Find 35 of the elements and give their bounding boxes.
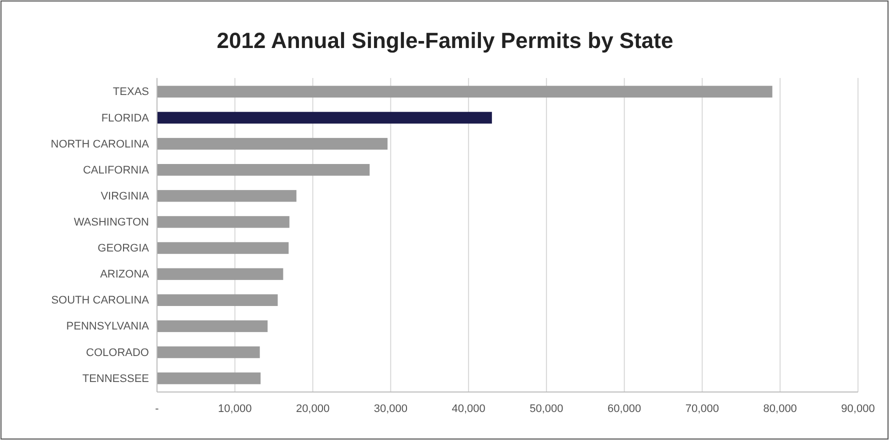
x-tick-label: 30,000 bbox=[374, 402, 408, 415]
y-tick-label: CALIFORNIA bbox=[82, 164, 150, 176]
y-tick-label: PENNSYLVANIA bbox=[66, 320, 150, 333]
x-tick-label: 10,000 bbox=[218, 402, 252, 415]
bar bbox=[157, 346, 260, 358]
y-tick-label: TEXAS bbox=[112, 86, 149, 98]
bar bbox=[157, 242, 289, 254]
y-tick-label: NORTH CAROLINA bbox=[50, 138, 150, 150]
x-tick-label: - bbox=[155, 402, 160, 415]
x-tick-label: 70,000 bbox=[685, 402, 720, 415]
x-tick-label: 80,000 bbox=[763, 402, 797, 415]
y-tick-label: COLORADO bbox=[86, 346, 150, 359]
bar bbox=[157, 294, 278, 306]
chart-title: 2012 Annual Single-Family Permits by State bbox=[216, 28, 674, 53]
bar bbox=[157, 372, 261, 384]
bar bbox=[157, 320, 268, 332]
y-tick-label: GEORGIA bbox=[98, 242, 150, 255]
y-tick-label: TENNESSEE bbox=[82, 372, 149, 385]
y-tick-label: ARIZONA bbox=[100, 268, 150, 281]
bar bbox=[157, 190, 296, 202]
x-tick-label: 20,000 bbox=[296, 402, 330, 415]
x-tick-label: 40,000 bbox=[452, 402, 486, 415]
bar bbox=[157, 216, 290, 228]
y-tick-label: SOUTH CAROLINA bbox=[51, 294, 150, 307]
bar bbox=[157, 86, 772, 98]
bar bbox=[157, 268, 284, 280]
bar bbox=[157, 112, 492, 124]
y-tick-label: VIRGINIA bbox=[100, 190, 150, 202]
bar bbox=[157, 164, 370, 176]
x-tick-label: 90,000 bbox=[841, 402, 875, 415]
y-tick-label: FLORIDA bbox=[101, 112, 150, 124]
bar bbox=[157, 138, 388, 150]
x-tick-label: 60,000 bbox=[608, 402, 642, 415]
x-tick-label: 50,000 bbox=[530, 402, 564, 415]
y-tick-label: WASHINGTON bbox=[74, 216, 150, 228]
